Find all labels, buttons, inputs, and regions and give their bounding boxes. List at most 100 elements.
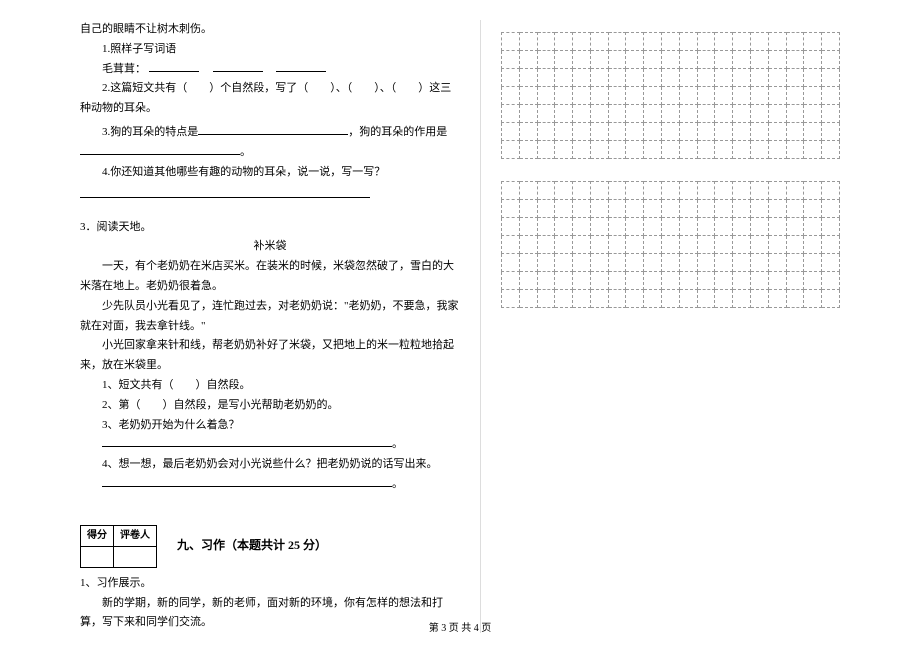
grid-cell[interactable] [786, 87, 804, 105]
grid-cell[interactable] [537, 87, 555, 105]
grid-cell[interactable] [697, 33, 715, 51]
grid-cell[interactable] [750, 272, 768, 290]
grid-cell[interactable] [733, 123, 751, 141]
grid-cell[interactable] [519, 141, 537, 159]
grid-cell[interactable] [644, 123, 662, 141]
grid-cell[interactable] [537, 182, 555, 200]
grid-cell[interactable] [519, 123, 537, 141]
grid-cell[interactable] [715, 236, 733, 254]
grid-cell[interactable] [715, 254, 733, 272]
grid-cell[interactable] [662, 254, 680, 272]
grid-cell[interactable] [679, 200, 697, 218]
grid-cell[interactable] [768, 272, 786, 290]
grid-cell[interactable] [662, 51, 680, 69]
grid-cell[interactable] [573, 87, 591, 105]
grid-cell[interactable] [822, 141, 840, 159]
grid-cell[interactable] [626, 141, 644, 159]
grid-cell[interactable] [822, 87, 840, 105]
grid-cell[interactable] [590, 69, 608, 87]
grid-cell[interactable] [804, 182, 822, 200]
grid-cell[interactable] [555, 254, 573, 272]
grid-cell[interactable] [715, 51, 733, 69]
grid-cell[interactable] [768, 51, 786, 69]
grid-cell[interactable] [590, 182, 608, 200]
grid-cell[interactable] [662, 272, 680, 290]
grid-cell[interactable] [715, 69, 733, 87]
grid-cell[interactable] [555, 51, 573, 69]
grid-cell[interactable] [502, 290, 520, 308]
blank[interactable] [149, 61, 199, 72]
grid-cell[interactable] [519, 254, 537, 272]
blank[interactable] [80, 144, 240, 155]
grid-cell[interactable] [626, 290, 644, 308]
grid-cell[interactable] [786, 236, 804, 254]
grid-cell[interactable] [555, 182, 573, 200]
grid-cell[interactable] [662, 182, 680, 200]
grid-cell[interactable] [733, 33, 751, 51]
grid-cell[interactable] [697, 141, 715, 159]
grid-cell[interactable] [697, 182, 715, 200]
answer-line[interactable] [102, 476, 392, 487]
grid-cell[interactable] [715, 272, 733, 290]
grid-cell[interactable] [662, 218, 680, 236]
grid-cell[interactable] [644, 141, 662, 159]
grid-cell[interactable] [608, 33, 626, 51]
grid-cell[interactable] [804, 272, 822, 290]
grid-cell[interactable] [679, 236, 697, 254]
grid-cell[interactable] [768, 200, 786, 218]
grid-cell[interactable] [679, 290, 697, 308]
grid-cell[interactable] [662, 105, 680, 123]
grid-cell[interactable] [768, 33, 786, 51]
grid-cell[interactable] [679, 272, 697, 290]
writing-grid-block[interactable] [501, 181, 840, 308]
grid-cell[interactable] [590, 51, 608, 69]
grid-cell[interactable] [502, 33, 520, 51]
grid-cell[interactable] [590, 218, 608, 236]
grid-cell[interactable] [804, 51, 822, 69]
grid-cell[interactable] [733, 218, 751, 236]
grid-cell[interactable] [537, 236, 555, 254]
grid-cell[interactable] [697, 200, 715, 218]
grid-cell[interactable] [519, 218, 537, 236]
grid-cell[interactable] [502, 87, 520, 105]
grid-cell[interactable] [573, 200, 591, 218]
grid-cell[interactable] [519, 33, 537, 51]
grid-cell[interactable] [573, 51, 591, 69]
grid-cell[interactable] [644, 200, 662, 218]
grid-cell[interactable] [573, 290, 591, 308]
grid-cell[interactable] [608, 182, 626, 200]
grid-cell[interactable] [555, 33, 573, 51]
grid-cell[interactable] [502, 69, 520, 87]
grid-cell[interactable] [750, 254, 768, 272]
grid-cell[interactable] [715, 87, 733, 105]
grid-cell[interactable] [608, 141, 626, 159]
grid-cell[interactable] [626, 33, 644, 51]
grid-cell[interactable] [679, 254, 697, 272]
grid-cell[interactable] [697, 69, 715, 87]
grid-cell[interactable] [822, 290, 840, 308]
grid-cell[interactable] [715, 105, 733, 123]
grid-cell[interactable] [768, 105, 786, 123]
grid-cell[interactable] [502, 272, 520, 290]
grid-cell[interactable] [804, 218, 822, 236]
grid-cell[interactable] [502, 200, 520, 218]
grid-cell[interactable] [502, 105, 520, 123]
grid-cell[interactable] [555, 105, 573, 123]
grid-cell[interactable] [733, 290, 751, 308]
grid-cell[interactable] [502, 141, 520, 159]
grid-cell[interactable] [626, 69, 644, 87]
grid-cell[interactable] [715, 218, 733, 236]
grid-cell[interactable] [697, 105, 715, 123]
grid-cell[interactable] [590, 105, 608, 123]
grid-cell[interactable] [768, 182, 786, 200]
grid-cell[interactable] [786, 123, 804, 141]
grid-cell[interactable] [555, 236, 573, 254]
grid-cell[interactable] [822, 105, 840, 123]
grid-cell[interactable] [502, 236, 520, 254]
grid-cell[interactable] [697, 236, 715, 254]
grid-cell[interactable] [768, 254, 786, 272]
grid-cell[interactable] [644, 105, 662, 123]
grid-cell[interactable] [502, 254, 520, 272]
grid-cell[interactable] [644, 290, 662, 308]
grid-cell[interactable] [662, 123, 680, 141]
